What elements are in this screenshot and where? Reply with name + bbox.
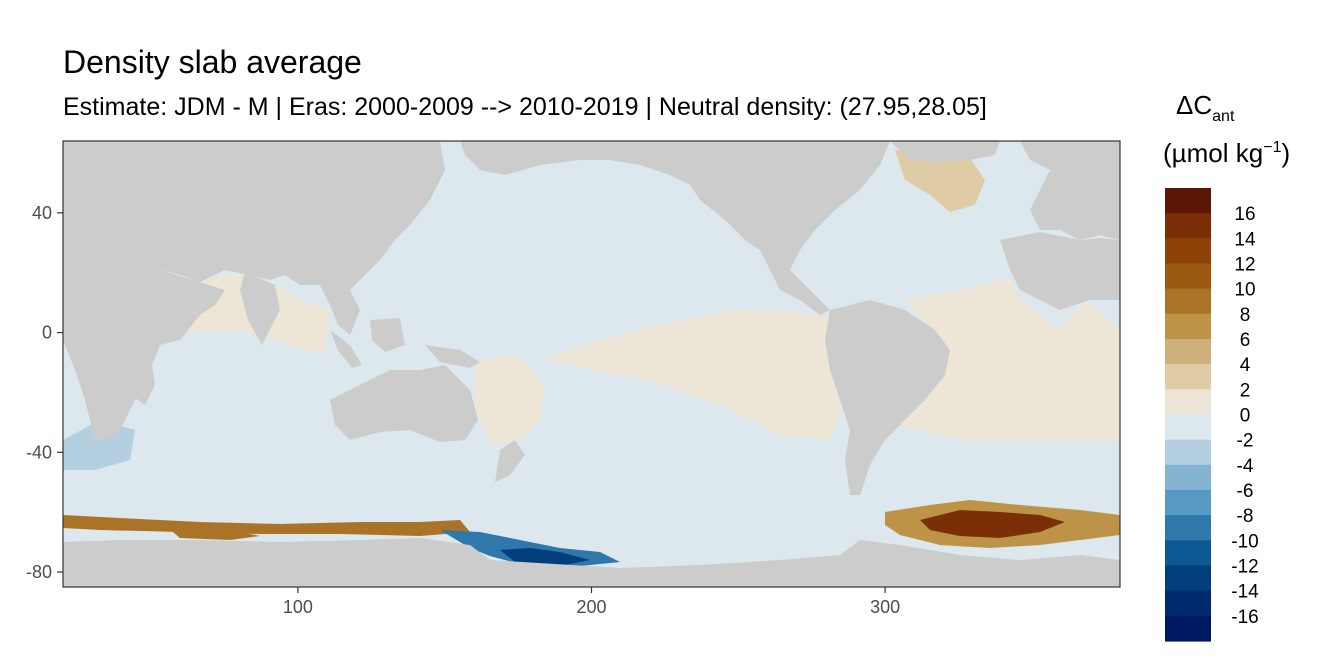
land-madagascar [135, 365, 155, 405]
indian-antarctic-positive-region [63, 515, 470, 536]
y-tick-label: -80 [26, 562, 52, 582]
map-panel [63, 141, 1120, 587]
legend-label: -10 [1231, 531, 1258, 552]
legend-swatch [1165, 414, 1211, 441]
land-new-zealand [495, 440, 525, 482]
legend-swatch [1165, 615, 1211, 642]
legend-label: -4 [1237, 456, 1254, 477]
legend-label: -16 [1231, 607, 1258, 628]
legend-swatch [1165, 288, 1211, 315]
legend-swatch [1165, 389, 1211, 416]
legend-label: 12 [1234, 255, 1255, 276]
land-borneo [370, 318, 405, 352]
south-atlantic-positive-region [900, 278, 1120, 440]
legend-label: -14 [1231, 582, 1259, 603]
legend-swatch [1165, 339, 1211, 365]
legend-label: 2 [1240, 380, 1251, 401]
land-arabia [160, 270, 225, 315]
ross-strong-negative-region [500, 548, 590, 566]
legend-colorbar [1165, 188, 1211, 642]
x-axis: 100 200 300 [283, 587, 900, 617]
land-europe [1020, 141, 1120, 240]
legend-label: 0 [1240, 406, 1251, 427]
x-tick-label: 300 [870, 597, 900, 617]
legend-title: ΔCant [1176, 90, 1235, 125]
legend-swatch [1165, 540, 1211, 567]
legend-label: 8 [1240, 305, 1251, 326]
land-australia [330, 365, 478, 442]
legend-unit: (µmol kg−1) [1163, 138, 1290, 168]
legend-label: -8 [1237, 506, 1254, 527]
legend-swatch [1165, 515, 1211, 541]
legend-label: 10 [1234, 280, 1255, 301]
land-southeast-asia [320, 285, 360, 335]
land-south-america [825, 300, 950, 495]
y-tick-label: 0 [42, 323, 52, 343]
legend-label: 6 [1240, 330, 1251, 351]
legend-swatch [1165, 188, 1211, 214]
land-west-africa [1000, 232, 1120, 310]
legend-swatch [1165, 439, 1211, 466]
land-india [240, 272, 280, 345]
land-sumatra [330, 330, 362, 368]
legend-swatch [1165, 590, 1211, 617]
weddell-strong-positive-region [920, 510, 1065, 538]
legend-label: 4 [1240, 355, 1251, 376]
legend-swatch [1165, 213, 1211, 239]
legend-swatch [1165, 490, 1211, 516]
land-greenland [890, 141, 1000, 162]
chart-subtitle: Estimate: JDM - M | Eras: 2000-2009 --> … [63, 93, 987, 121]
y-tick-label: 40 [32, 203, 52, 223]
legend-label: 16 [1234, 204, 1255, 225]
legend-swatch [1165, 464, 1211, 491]
x-tick-label: 200 [576, 597, 606, 617]
chart-title: Density slab average [63, 44, 362, 80]
land-new-guinea [425, 345, 480, 368]
land-masses [63, 141, 1120, 587]
land-central-america [760, 250, 830, 315]
land-eurasia [63, 141, 445, 290]
y-tick-label: -40 [26, 442, 52, 462]
tasman-positive-region [475, 355, 545, 445]
equatorial-pacific-positive-region [545, 310, 855, 440]
legend-label: -6 [1237, 481, 1254, 502]
legend-swatch [1165, 313, 1211, 340]
legend-labels: 16 14 12 10 8 6 4 2 0 -2 -4 -6 -8 -10 -12 -14 -16 [1231, 204, 1259, 628]
ross-positive-region [165, 525, 260, 540]
land-antarctica [63, 538, 1120, 587]
color-legend: ΔCant (µmol kg−1) 16 14 12 10 8 6 4 2 0 -2 -4 -6 -8 -… [1163, 90, 1290, 642]
legend-label: -2 [1237, 431, 1254, 452]
legend-swatch [1165, 565, 1211, 592]
legend-label: -12 [1231, 557, 1258, 578]
land-africa [63, 250, 200, 440]
legend-swatch [1165, 238, 1211, 265]
legend-swatch [1165, 263, 1211, 290]
legend-swatch [1165, 364, 1211, 390]
legend-label: 14 [1234, 229, 1256, 250]
north-atlantic-positive-region [895, 148, 985, 212]
southwest-indian-negative-region [63, 420, 135, 470]
y-axis: 40 0 -40 -80 [26, 203, 63, 582]
land-north-america [460, 141, 890, 280]
x-tick-label: 100 [283, 597, 313, 617]
